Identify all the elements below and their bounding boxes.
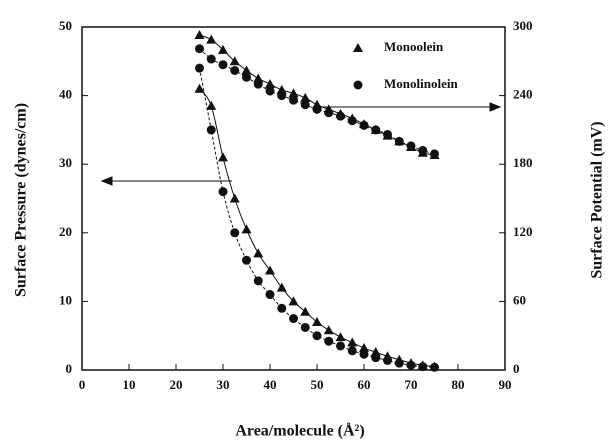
triangle-marker: [218, 152, 228, 162]
circle-marker: [300, 100, 310, 110]
y-tick-label: 20: [59, 224, 72, 239]
circle-marker: [253, 276, 263, 286]
legend-marker: [353, 43, 363, 52]
circle-marker: [242, 255, 251, 265]
triangle-marker: [241, 224, 252, 234]
circle-marker: [195, 44, 204, 54]
circle-marker: [359, 349, 369, 359]
y2-tick-label: 300: [513, 18, 533, 33]
y2-tick-label: 0: [513, 361, 520, 376]
triangle-marker: [194, 83, 205, 93]
circle-marker: [383, 129, 392, 139]
circle-marker: [347, 346, 357, 356]
triangle-marker: [253, 73, 264, 83]
circle-marker: [406, 141, 416, 151]
y2-axis-label: Surface Potential (mV): [589, 121, 606, 278]
plot-frame: [81, 26, 506, 371]
circle-marker: [206, 54, 216, 64]
legend-marker: [353, 80, 363, 90]
circle-marker: [253, 79, 263, 89]
triangle-marker: [300, 306, 311, 316]
x-tick-label: 40: [264, 377, 277, 392]
circle-marker: [324, 108, 334, 118]
circle-marker: [277, 91, 287, 101]
circle-marker: [218, 187, 228, 197]
triangle-marker: [241, 65, 252, 75]
y-tick-label: 10: [59, 292, 72, 307]
y2-tick-label: 120: [513, 224, 533, 239]
circle-marker: [324, 336, 334, 346]
triangle-marker: [276, 282, 287, 292]
circle-marker: [336, 111, 345, 121]
triangle-marker: [276, 84, 287, 94]
triangle-marker: [300, 92, 311, 102]
triangle-marker: [206, 34, 217, 44]
circle-marker: [289, 314, 298, 324]
circle-marker: [312, 331, 322, 341]
x-tick-label: 0: [79, 377, 86, 392]
circle-marker: [418, 362, 428, 372]
circle-marker: [383, 355, 392, 365]
circle-marker: [359, 120, 369, 130]
x-tick-label: 20: [170, 377, 183, 392]
y2-tick-label: 240: [513, 87, 533, 102]
triangle-marker: [312, 316, 322, 326]
circle-marker: [265, 86, 275, 96]
x-tick-label: 50: [311, 377, 324, 392]
triangle-marker: [253, 248, 264, 258]
circle-marker: [336, 341, 345, 351]
legend-label: Monoolein: [384, 39, 444, 54]
triangle-marker: [288, 88, 299, 98]
triangle-marker: [218, 44, 228, 54]
legend-label: Monolinolein: [384, 76, 458, 91]
circle-marker: [430, 149, 439, 159]
triangle-marker: [323, 325, 334, 335]
x-tick-label: 80: [452, 377, 465, 392]
y2-tick-label: 60: [513, 292, 526, 307]
circle-marker: [206, 125, 216, 135]
circle-marker: [394, 358, 404, 368]
circle-marker: [289, 95, 298, 105]
x-tick-label: 10: [123, 377, 136, 392]
x-tick-label: 90: [499, 377, 512, 392]
triangle-marker: [347, 337, 358, 347]
circle-marker: [347, 116, 357, 126]
circle-marker: [371, 353, 381, 363]
y-tick-label: 40: [59, 87, 72, 102]
x-tick-label: 60: [358, 377, 371, 392]
triangle-marker: [335, 332, 346, 342]
circle-marker: [371, 125, 381, 135]
circle-marker: [300, 322, 310, 332]
x-axis-label: Area/molecule (Å²): [235, 422, 364, 440]
arrows: [100, 102, 502, 186]
circle-marker: [230, 65, 240, 75]
circle-marker: [406, 360, 416, 370]
x-tick-label: 70: [405, 377, 418, 392]
x-tick-label: 30: [217, 377, 230, 392]
circle-marker: [418, 145, 428, 155]
triangle-marker: [229, 193, 240, 203]
y2-tick-label: 180: [513, 155, 533, 170]
y-tick-label: 30: [59, 155, 72, 170]
circle-marker: [430, 362, 439, 372]
circle-marker: [195, 63, 204, 73]
y-tick-label: 50: [59, 18, 72, 33]
circle-marker: [394, 136, 404, 146]
triangle-marker: [265, 79, 275, 89]
y-tick-label: 0: [66, 361, 73, 376]
circle-marker: [265, 290, 275, 300]
triangle-marker: [194, 30, 205, 40]
circle-marker: [218, 60, 228, 70]
triangle-marker: [359, 343, 369, 353]
triangle-marker: [229, 56, 240, 66]
y-axis-label: Surface Pressure (dynes/cm): [13, 103, 30, 297]
circle-marker: [312, 104, 322, 114]
triangle-marker: [288, 296, 299, 306]
triangle-marker: [206, 100, 217, 110]
circle-marker: [230, 228, 240, 238]
triangle-marker: [265, 265, 275, 275]
circle-marker: [242, 72, 251, 82]
circle-marker: [277, 303, 287, 313]
